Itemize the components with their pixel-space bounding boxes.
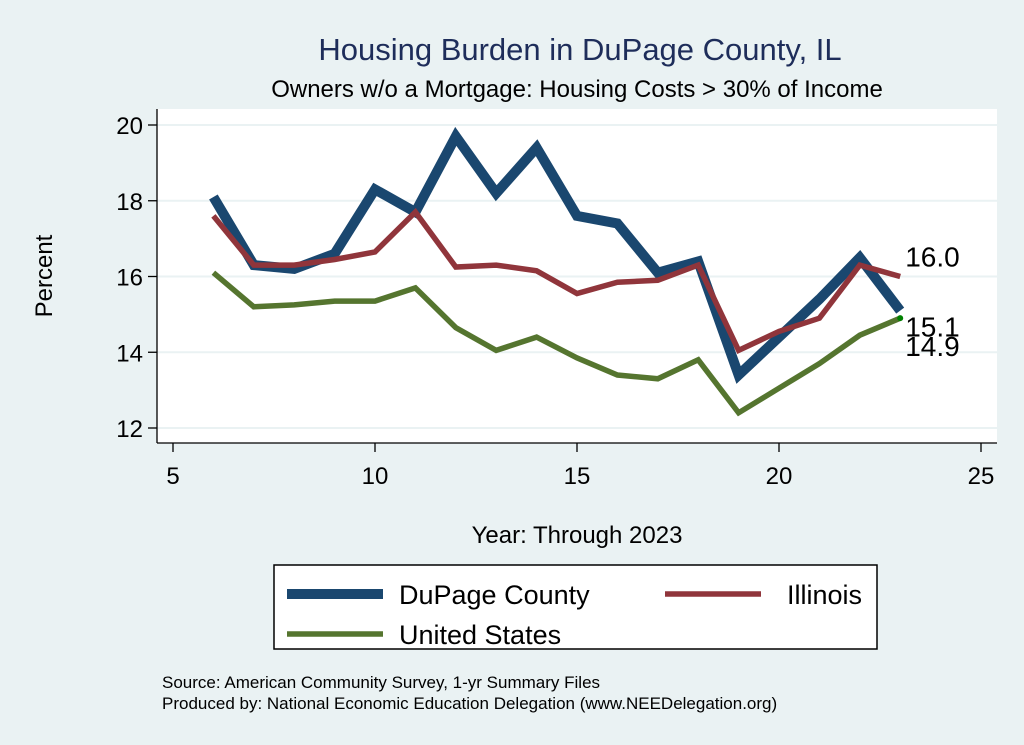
end-marker: [897, 315, 904, 322]
legend: DuPage County Illinois United States: [273, 564, 878, 650]
source-note: Source: American Community Survey, 1-yr …: [162, 673, 600, 692]
x-axis-title: Year: Through 2023: [472, 522, 683, 549]
x-axis-ticks: 5 10 15 20 25: [166, 443, 994, 490]
end-label-dupage-county: 15.1: [905, 312, 960, 343]
x-tick-label: 25: [968, 463, 995, 490]
y-tick-label: 14: [116, 340, 143, 367]
y-tick-label: 18: [116, 189, 143, 216]
chart-subtitle: Owners w/o a Mortgage: Housing Costs > 3…: [271, 76, 883, 103]
end-label-united-states: 14.9: [905, 331, 960, 362]
series-lines: [209, 126, 905, 417]
series-line-united-states: [211, 270, 902, 417]
series-line-illinois: [211, 207, 901, 355]
x-tick-label: 5: [166, 463, 179, 490]
legend-label: Illinois: [787, 580, 862, 610]
y-tick-label: 16: [116, 265, 143, 292]
chart-title: Housing Burden in DuPage County, IL: [318, 32, 841, 67]
x-tick-label: 20: [766, 463, 793, 490]
end-label-illinois: 16.0: [905, 242, 960, 273]
x-tick-label: 15: [564, 463, 591, 490]
y-tick-label: 12: [116, 416, 143, 443]
x-tick-label: 10: [362, 463, 389, 490]
legend-label: DuPage County: [399, 580, 590, 610]
y-axis-title: Percent: [31, 234, 58, 317]
end-labels: 15.1 16.0 14.9: [905, 242, 960, 363]
y-tick-label: 20: [116, 113, 143, 140]
y-axis-ticks: 12 14 16 18 20: [116, 113, 157, 443]
legend-label: United States: [399, 620, 561, 650]
producer-note: Produced by: National Economic Education…: [162, 694, 777, 713]
grid-lines: [157, 124, 997, 429]
